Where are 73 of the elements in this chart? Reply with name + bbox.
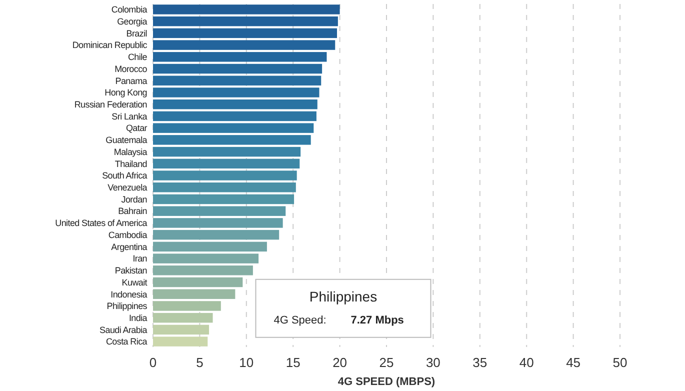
y-tick-label: Pakistan (114, 266, 148, 276)
x-axis-title: 4G SPEED (MBPS) (338, 376, 436, 388)
bar (153, 254, 259, 264)
y-tick-label: Jordan (121, 194, 148, 204)
annotation: Philippines (309, 288, 378, 304)
y-tick-label: Qatar (126, 123, 148, 134)
y-tick-label: South Africa (102, 170, 148, 181)
y-tick-label: Brazil (126, 28, 148, 38)
y-tick-label: Cambodia (108, 230, 148, 240)
x-tick-label: 20 (332, 355, 348, 370)
y-tick-label: Russian Federation (74, 99, 148, 110)
bar (153, 266, 253, 276)
y-tick-label: Guatemala (106, 135, 148, 146)
bar (153, 99, 318, 110)
y-tick-label: Argentina (111, 242, 148, 252)
bar (153, 289, 236, 299)
x-tick-label: 15 (286, 355, 300, 370)
bar (153, 28, 337, 38)
x-tick-label: 5 (196, 355, 204, 370)
x-tick-label: 25 (379, 355, 394, 370)
annotation: 4G Speed: (274, 314, 326, 326)
y-tick-label: United States of America (55, 218, 148, 228)
x-tick-label: 0 (149, 355, 157, 370)
y-tick-label: Philippines (106, 301, 148, 312)
bar (153, 146, 301, 157)
y-tick-label: Georgia (117, 16, 148, 26)
bar (153, 158, 300, 168)
y-tick-label: Bahrain (118, 206, 148, 216)
x-tick-label: 30 (426, 355, 440, 370)
bar (153, 170, 297, 180)
bar (153, 301, 221, 311)
y-tick-label: Venezuela (108, 182, 148, 193)
bar (153, 111, 316, 122)
bar (153, 4, 340, 14)
y-tick-label: Kuwait (122, 277, 148, 288)
bar (153, 336, 208, 346)
y-tick-label: Hong Kong (104, 88, 148, 98)
bar (153, 182, 296, 192)
y-tick-label: Dominican Republic (72, 40, 148, 50)
y-tick-label: Morocco (114, 64, 148, 74)
x-tick-label: 45 (566, 355, 581, 370)
bar (153, 194, 294, 204)
x-tick-label: 10 (239, 355, 254, 370)
bar (153, 40, 336, 50)
annotation: 7.27 Mbps (350, 314, 404, 326)
y-tick-label: Saudi Arabia (100, 324, 148, 335)
bar (153, 312, 213, 323)
y-tick-label: India (128, 312, 148, 323)
bar (153, 324, 210, 335)
bar (153, 206, 286, 216)
bar (153, 135, 311, 145)
y-tick-label: Costa Rica (106, 336, 148, 347)
bar (153, 16, 338, 26)
x-tick-label: 35 (472, 355, 488, 370)
y-tick-label: Chile (128, 52, 148, 62)
y-tick-label: Sri Lanka (112, 111, 148, 122)
y-tick-label: Indonesia (110, 289, 148, 300)
y-tick-label: Colombia (111, 4, 148, 15)
bar (153, 64, 322, 74)
bar (153, 242, 267, 252)
y-tick-label: Iran (132, 254, 148, 264)
x-tick-label: 40 (519, 355, 534, 370)
y-tick-label: Panama (115, 76, 148, 86)
bar (153, 230, 280, 240)
bar (153, 277, 243, 288)
x-tick-label: 50 (612, 355, 628, 370)
y-tick-label: Thailand (114, 158, 148, 169)
bar (153, 218, 283, 228)
y-tick-label: Malaysia (114, 146, 148, 157)
bar (153, 52, 327, 62)
bar (153, 123, 314, 133)
bar (153, 76, 322, 86)
bar (153, 88, 320, 98)
